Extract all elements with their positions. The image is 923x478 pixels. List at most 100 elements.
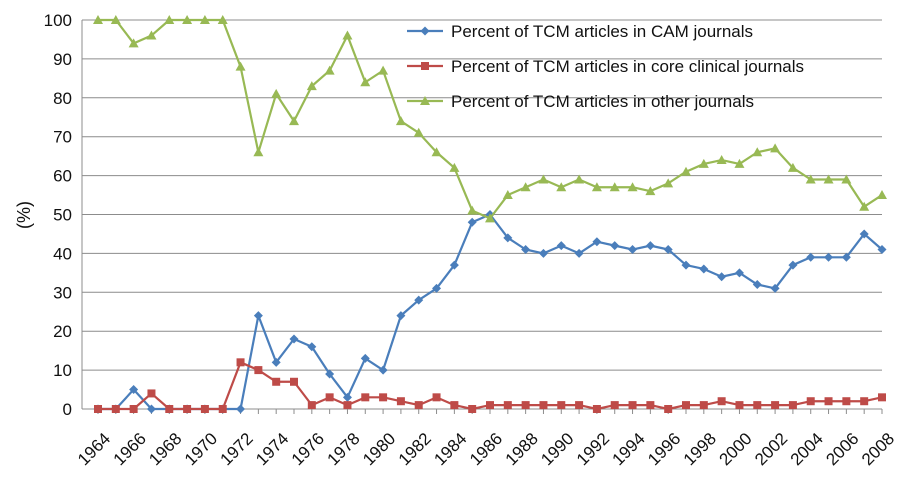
data-point	[628, 245, 638, 255]
legend-marker	[421, 62, 429, 70]
data-point	[236, 404, 246, 414]
data-point	[147, 389, 156, 398]
data-point	[289, 116, 299, 126]
data-point	[486, 401, 494, 410]
data-point	[770, 143, 781, 153]
data-point	[734, 268, 744, 278]
x-tick-label: 2008	[858, 429, 898, 469]
data-point	[735, 401, 744, 410]
data-point	[860, 397, 869, 406]
data-point	[182, 15, 193, 24]
data-point	[646, 401, 655, 410]
data-point	[93, 15, 103, 24]
data-point	[698, 158, 709, 168]
data-point	[627, 182, 638, 192]
data-point	[574, 248, 584, 258]
x-axis-tick-labels: 1964196619681970197219741976197819801982…	[74, 429, 898, 469]
data-point	[771, 401, 780, 410]
data-point	[449, 162, 460, 172]
data-point	[146, 404, 156, 414]
y-tick-label: 10	[53, 361, 72, 380]
data-point	[824, 252, 834, 262]
legend-label: Percent of TCM articles in CAM journals	[451, 22, 753, 41]
data-point	[734, 158, 745, 168]
data-point	[805, 174, 816, 184]
series-line	[98, 213, 883, 411]
y-tick-label: 60	[53, 167, 72, 186]
data-point	[360, 77, 371, 87]
x-tick-label: 1972	[217, 429, 257, 469]
data-point	[289, 334, 299, 344]
data-point	[628, 401, 637, 410]
data-point	[254, 366, 263, 375]
data-point	[788, 401, 797, 410]
y-tick-label: 30	[53, 283, 72, 302]
data-point	[164, 15, 175, 24]
data-point	[413, 127, 424, 137]
data-point	[94, 405, 102, 413]
series-3	[93, 15, 887, 223]
x-tick-label: 1988	[502, 429, 542, 469]
y-tick-label: 50	[53, 206, 72, 225]
data-point	[307, 401, 316, 410]
data-point	[591, 182, 602, 192]
legend-label: Percent of TCM articles in core clinical…	[451, 57, 804, 76]
x-tick-label: 1994	[609, 429, 649, 469]
data-point	[609, 182, 620, 192]
data-point	[111, 405, 120, 413]
data-point	[645, 186, 656, 196]
data-point	[449, 260, 459, 270]
data-point	[218, 405, 227, 413]
data-point	[521, 245, 531, 255]
data-point	[165, 405, 174, 413]
x-tick-label: 1964	[74, 429, 114, 469]
data-point	[467, 205, 478, 215]
data-point	[823, 174, 834, 184]
data-point	[307, 342, 317, 352]
data-point	[557, 401, 566, 410]
data-point	[342, 392, 352, 402]
data-point	[842, 397, 851, 406]
data-point	[592, 237, 602, 247]
data-point	[200, 405, 209, 413]
x-tick-label: 2002	[751, 429, 791, 469]
x-tick-label: 1982	[395, 429, 435, 469]
data-point	[378, 365, 388, 375]
legend-marker	[420, 26, 430, 36]
data-point	[556, 241, 566, 251]
data-point	[146, 30, 157, 40]
x-tick-label: 1984	[430, 429, 470, 469]
data-point	[841, 174, 852, 184]
data-point	[290, 377, 298, 386]
series-2	[94, 358, 886, 413]
data-point	[235, 61, 246, 71]
data-point	[878, 393, 886, 402]
x-tick-label: 1976	[288, 429, 328, 469]
data-point	[183, 405, 192, 413]
data-point	[681, 166, 691, 176]
x-tick-label: 1990	[537, 429, 577, 469]
data-point	[538, 174, 549, 184]
y-axis-tick-labels: 0 10 20 30 40 50 60 70 80 90 100	[44, 11, 72, 419]
data-point	[378, 65, 389, 75]
data-point	[324, 65, 335, 75]
x-tick-label: 1996	[644, 429, 684, 469]
y-axis-title: (%)	[14, 201, 34, 229]
data-point	[325, 393, 334, 402]
x-tick-label: 2000	[715, 429, 755, 469]
series-line	[98, 18, 883, 220]
data-point	[664, 405, 673, 413]
data-point	[432, 283, 442, 293]
data-point	[467, 217, 477, 227]
legend-label: Percent of TCM articles in other journal…	[451, 92, 754, 111]
y-tick-label: 80	[53, 89, 72, 108]
data-point	[271, 88, 282, 98]
data-point	[539, 401, 548, 410]
data-point	[806, 252, 816, 262]
data-point	[574, 174, 585, 184]
data-point	[414, 401, 423, 410]
data-point	[253, 311, 263, 321]
data-point	[395, 116, 406, 126]
data-point	[717, 272, 727, 282]
